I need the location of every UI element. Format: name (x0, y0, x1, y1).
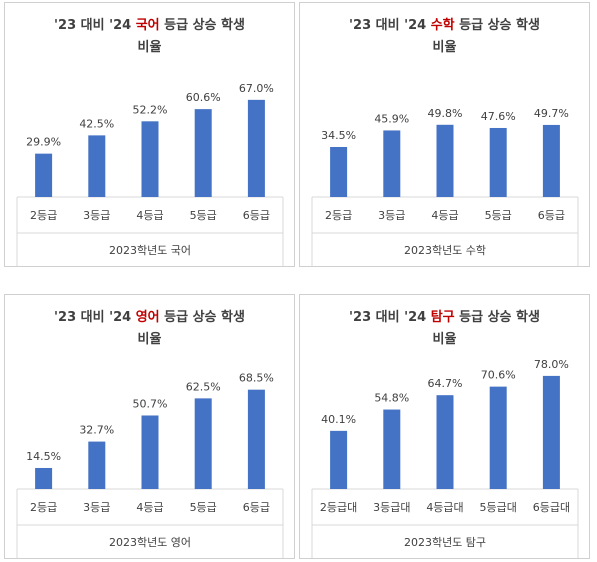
chart-title-line2: 비율 (432, 332, 457, 347)
bar-4 (489, 127, 507, 197)
chart-title-subject: 영어 (135, 310, 160, 325)
bar-chart-inquiry: 40.1% 2등급대 54.8% 3등급대 64.7% 4등급대 70.6% 5등급대 78.0… (311, 358, 579, 558)
data-label: 32.7% (79, 424, 114, 437)
bar-5 (247, 99, 265, 197)
bar-2 (88, 135, 106, 197)
chart-title-prefix: '23 대비 '24 (54, 18, 136, 33)
x-tick-label: 2등급대 (320, 501, 357, 514)
data-label: 54.8% (374, 392, 409, 405)
chart-title-suffix: 등급 상승 학생 (454, 18, 540, 33)
chart-title-prefix: '23 대비 '24 (349, 18, 431, 33)
bar-3 (436, 395, 454, 489)
data-label: 42.5% (79, 117, 114, 130)
chart-title-subject: 탐구 (430, 310, 455, 325)
bar-3 (436, 124, 454, 197)
bar-1 (35, 467, 53, 489)
bar-2 (88, 441, 106, 489)
x-tick-label: 3등급 (83, 501, 110, 514)
data-label: 47.6% (481, 110, 516, 123)
chart-title-suffix: 등급 상승 학생 (454, 310, 540, 325)
bar-2 (383, 409, 401, 489)
x-tick-label: 5등급 (190, 209, 217, 222)
x-tick-label: 4등급 (431, 209, 458, 222)
data-label: 62.5% (186, 380, 221, 393)
data-label: 45.9% (374, 112, 409, 125)
data-label: 40.1% (321, 413, 356, 426)
x-tick-label: 2등급 (325, 209, 352, 222)
data-label: 49.7% (534, 107, 569, 120)
data-label: 49.8% (428, 107, 463, 120)
chart-title-subject: 수학 (430, 18, 455, 33)
chart-panel-korean: '23 대비 '24 국어 등급 상승 학생 비율 29.9% 2등급 42.5% 3… (4, 2, 295, 267)
chart-title: '23 대비 '24 탐구 등급 상승 학생 비율 (300, 307, 589, 351)
chart-title-suffix: 등급 상승 학생 (159, 310, 245, 325)
bar-chart-english: 14.5% 2등급 32.7% 3등급 50.7% 4등급 62.5% 5등급 68.5% 6등급… (16, 372, 284, 558)
bar-chart-korean: 29.9% 2등급 42.5% 3등급 52.2% 4등급 60.6% 5등급 67.0% 6등급… (16, 82, 284, 266)
data-label: 34.5% (321, 129, 356, 142)
chart-panel-inquiry: '23 대비 '24 탐구 등급 상승 학생 비율 40.1% 2등급대 54.8%… (299, 294, 590, 559)
chart-title-prefix: '23 대비 '24 (54, 310, 136, 325)
bar-4 (194, 398, 212, 489)
chart-title-line2: 비율 (137, 332, 162, 347)
data-label: 70.6% (481, 369, 516, 382)
chart-title: '23 대비 '24 영어 등급 상승 학생 비율 (5, 307, 294, 351)
bar-5 (542, 124, 560, 197)
bar-2 (383, 130, 401, 197)
chart-title-prefix: '23 대비 '24 (349, 310, 431, 325)
x-tick-label: 4등급대 (426, 501, 463, 514)
data-label: 50.7% (133, 397, 168, 410)
data-label: 60.6% (186, 91, 221, 104)
bar-5 (247, 389, 265, 489)
x-tick-label: 6등급 (243, 501, 270, 514)
bar-4 (489, 386, 507, 489)
x-axis-title: 2023학년도 영어 (109, 536, 191, 549)
bar-5 (542, 375, 560, 489)
chart-title-line2: 비율 (432, 40, 457, 55)
chart-panel-english: '23 대비 '24 영어 등급 상승 학생 비율 14.5% 2등급 32.7% 3… (4, 294, 295, 559)
x-tick-label: 3등급 (378, 209, 405, 222)
chart-title-subject: 국어 (135, 18, 160, 33)
data-label: 68.5% (239, 372, 274, 385)
data-label: 67.0% (239, 82, 274, 95)
x-axis-title: 2023학년도 수학 (404, 244, 486, 257)
x-tick-label: 6등급 (538, 209, 565, 222)
bar-chart-math: 34.5% 2등급 45.9% 3등급 49.8% 4등급 47.6% 5등급 49.7% 6등급… (311, 107, 579, 266)
x-tick-label: 6등급대 (533, 501, 570, 514)
x-axis-title: 2023학년도 탐구 (404, 536, 486, 549)
x-tick-label: 3등급 (83, 209, 110, 222)
chart-panel-math: '23 대비 '24 수학 등급 상승 학생 비율 34.5% 2등급 45.9% 3… (299, 2, 590, 267)
data-label: 78.0% (534, 358, 569, 371)
bar-3 (141, 121, 159, 197)
x-tick-label: 3등급대 (373, 501, 410, 514)
chart-title: '23 대비 '24 국어 등급 상승 학생 비율 (5, 15, 294, 59)
data-label: 64.7% (428, 377, 463, 390)
bar-3 (141, 415, 159, 489)
x-tick-label: 5등급 (190, 501, 217, 514)
data-label: 29.9% (26, 136, 61, 149)
data-label: 52.2% (133, 103, 168, 116)
bar-1 (330, 430, 348, 489)
x-tick-label: 4등급 (136, 501, 163, 514)
bar-4 (194, 109, 212, 197)
x-tick-label: 5등급대 (480, 501, 517, 514)
x-axis-title: 2023학년도 국어 (109, 244, 191, 257)
data-label: 14.5% (26, 450, 61, 463)
x-tick-label: 6등급 (243, 209, 270, 222)
chart-title-suffix: 등급 상승 학생 (159, 18, 245, 33)
x-tick-label: 5등급 (485, 209, 512, 222)
x-tick-label: 4등급 (136, 209, 163, 222)
bar-1 (35, 153, 53, 197)
chart-title-line2: 비율 (137, 40, 162, 55)
x-tick-label: 2등급 (30, 209, 57, 222)
bar-1 (330, 146, 348, 197)
chart-title: '23 대비 '24 수학 등급 상승 학생 비율 (300, 15, 589, 59)
x-tick-label: 2등급 (30, 501, 57, 514)
